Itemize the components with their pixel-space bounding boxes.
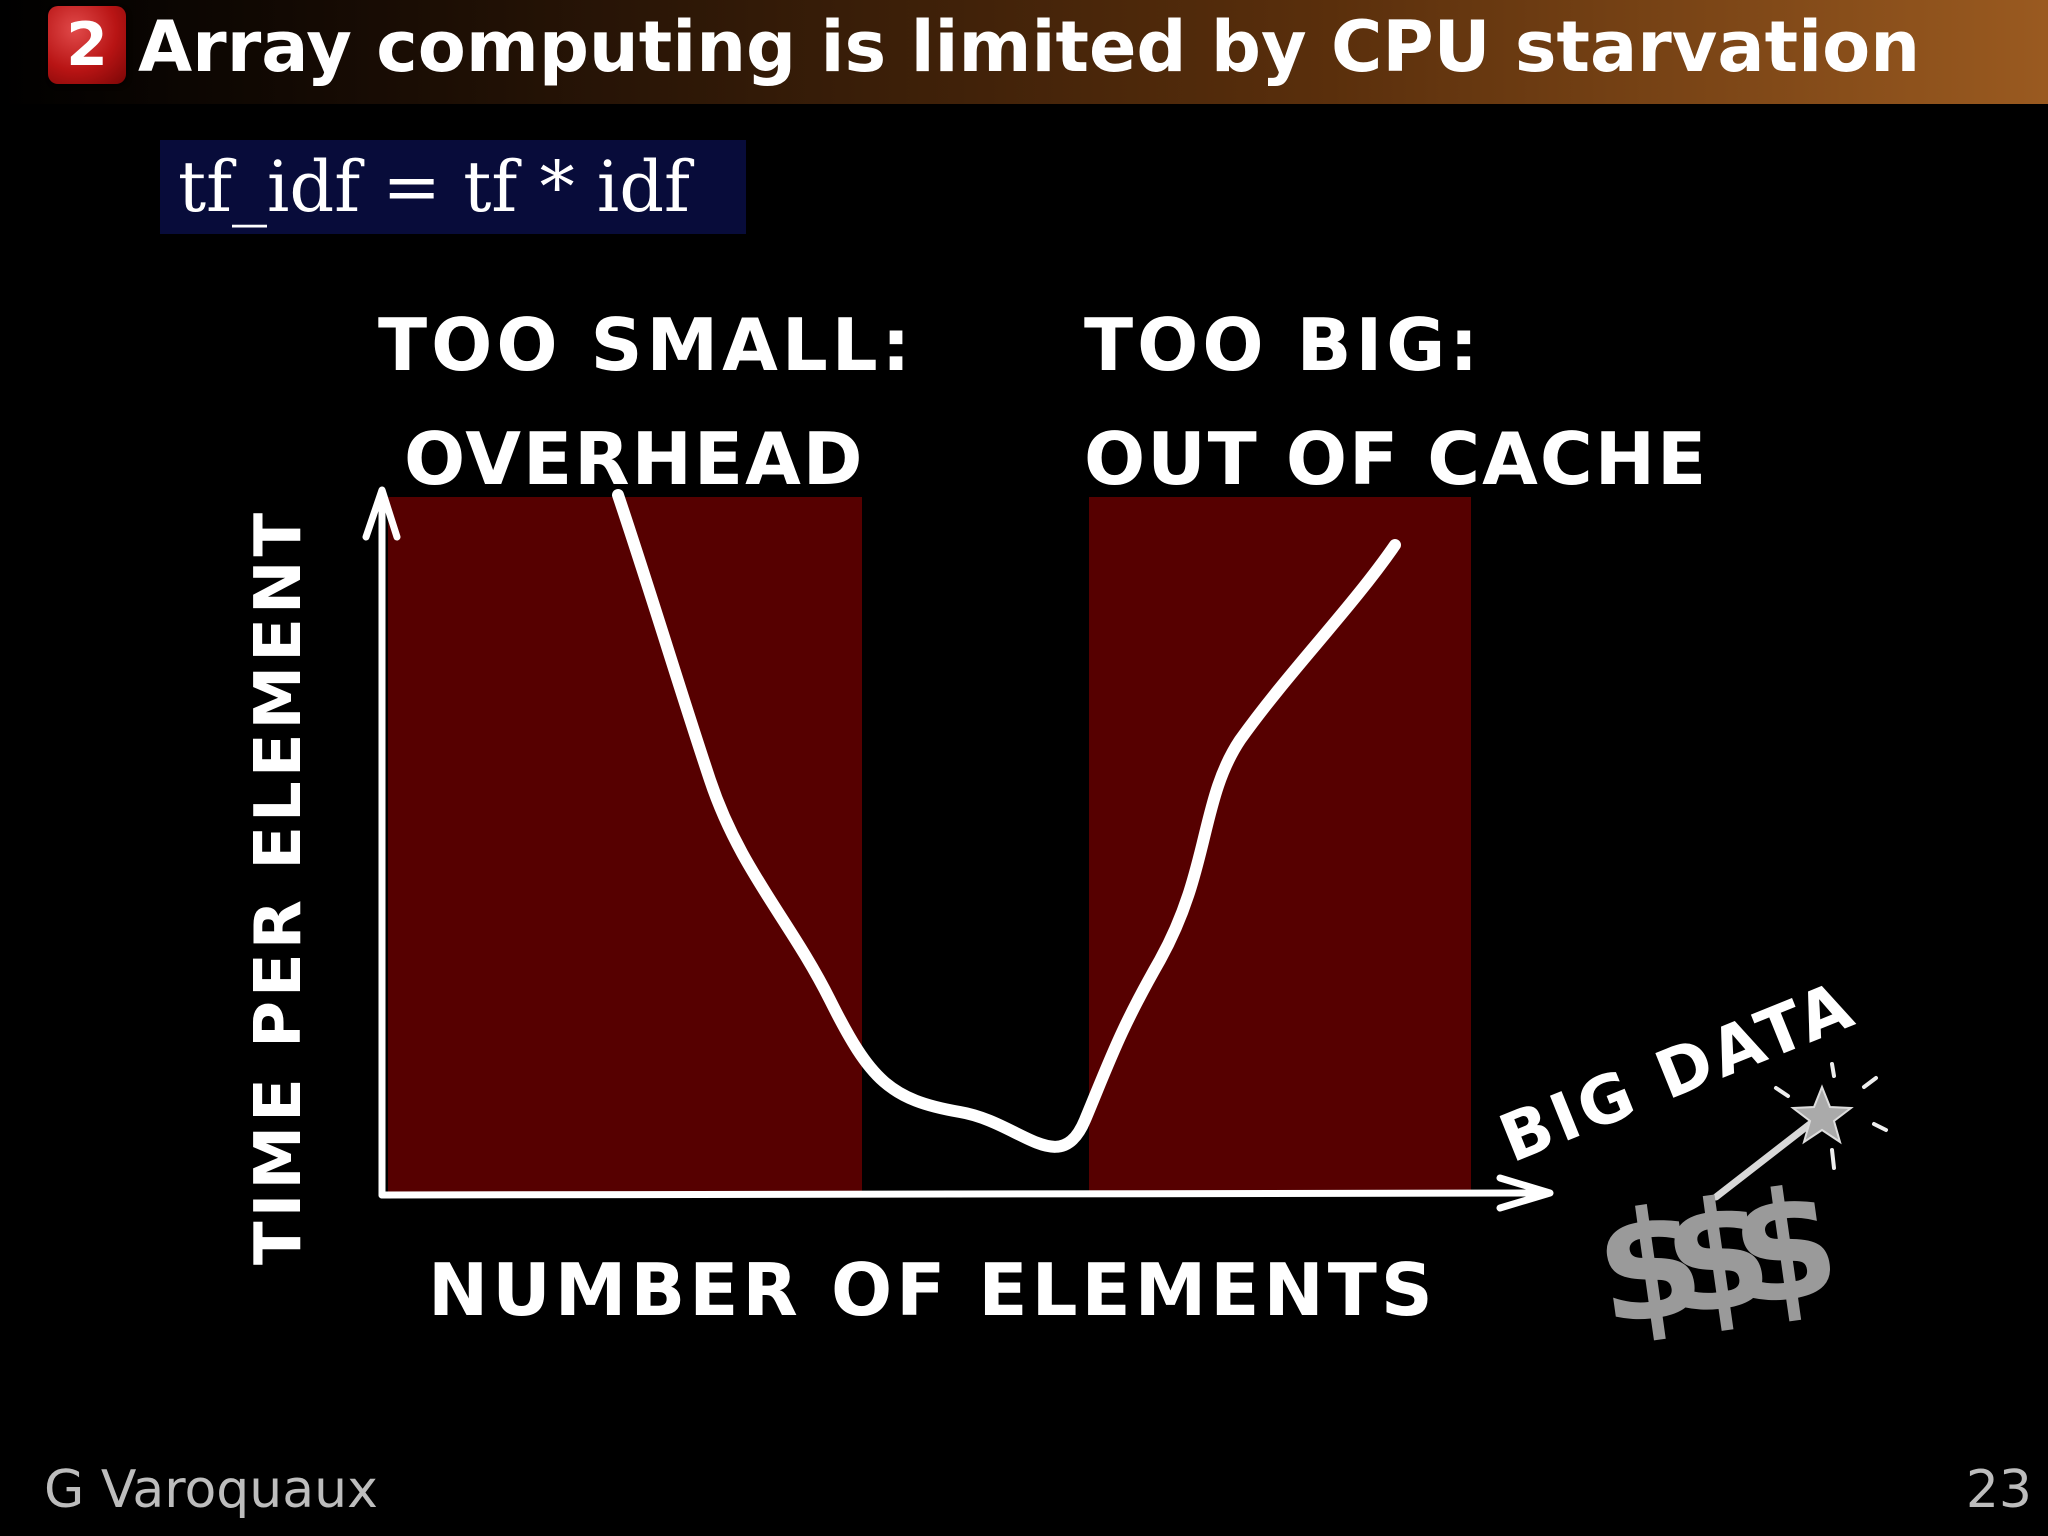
magic-wand xyxy=(1712,1120,1814,1201)
performance-curve xyxy=(612,489,1401,1153)
y-axis-arrowhead xyxy=(362,486,401,541)
x-axis xyxy=(378,1189,1549,1199)
title-bar: 2 Array computing is limited by CPU star… xyxy=(0,0,2048,104)
slide-title: Array computing is limited by CPU starva… xyxy=(138,6,1921,88)
big-data-label: BIG DATA xyxy=(1489,966,1866,1178)
y-axis-label: TIME PER ELEMENT xyxy=(242,509,316,1265)
out-of-cache-label: OUT OF CACHE xyxy=(1084,417,1708,501)
section-number-badge: 2 xyxy=(48,6,126,84)
x-axis-label: NUMBER OF ELEMENTS xyxy=(428,1248,1437,1332)
code-box: tf_idf = tf * idf xyxy=(160,140,746,234)
code-formula: tf_idf = tf * idf xyxy=(178,146,690,228)
page-number: 23 xyxy=(1965,1460,2032,1520)
star-icon xyxy=(1790,1084,1854,1145)
footer-author: G Varoquaux xyxy=(44,1460,378,1520)
x-axis-arrowhead xyxy=(1496,1174,1554,1212)
money-label: $$$ xyxy=(1586,1156,1840,1361)
too-big-label: TOO BIG: xyxy=(1084,303,1482,387)
overhead-label: OVERHEAD xyxy=(404,417,865,501)
too-small-region xyxy=(388,497,862,1192)
too-small-label: TOO SMALL: xyxy=(378,303,914,387)
sparkle-icon xyxy=(1774,1062,1888,1170)
too-big-region xyxy=(1089,497,1471,1192)
